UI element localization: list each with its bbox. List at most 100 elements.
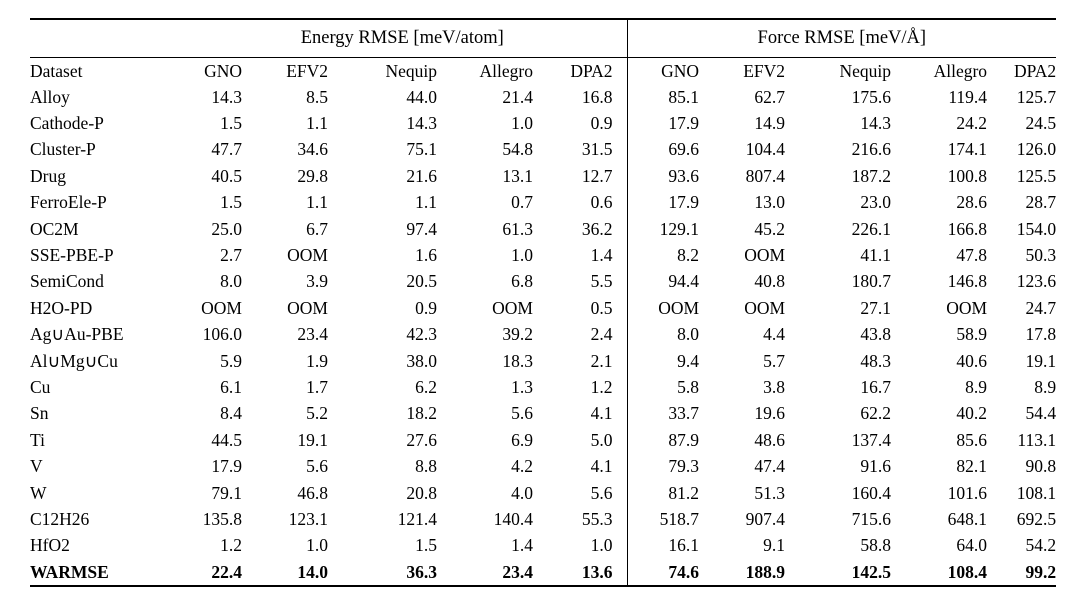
force-value-cell: 146.8 — [947, 271, 988, 292]
force-value-cell: 129.1 — [626, 215, 700, 243]
force-value-cell: 54.4 — [1025, 403, 1057, 424]
force-value-cell: 226.1 — [851, 218, 892, 239]
energy-value-cell: 44.0 — [406, 86, 437, 107]
force-value-cell: 24.5 — [1025, 113, 1057, 134]
energy-value-cell: 18.2 — [406, 403, 437, 424]
energy-value-cell: 27.6 — [406, 429, 437, 450]
force-value-cell: 81.2 — [626, 479, 700, 507]
energy-value-cell: 1.1 — [415, 192, 437, 213]
dataset-name-cell: W — [30, 482, 47, 503]
energy-value-cell: 8.8 — [415, 456, 437, 477]
energy-value-cell: 0.5 — [590, 297, 613, 318]
dataset-name-cell: Al∪Mg∪Cu — [30, 350, 118, 371]
force-value-cell: 5.7 — [763, 350, 786, 371]
energy-value-cell: 2.4 — [590, 324, 613, 345]
dataset-name-cell: Ti — [30, 429, 45, 450]
energy-value-cell: 1.2 — [220, 535, 242, 556]
energy-value-cell: 13.6 — [581, 561, 613, 582]
force-value-cell: 715.6 — [851, 508, 892, 529]
energy-value-cell: 3.9 — [306, 271, 328, 292]
force-value-cell: 17.9 — [626, 110, 700, 137]
energy-value-cell: 5.6 — [590, 482, 613, 503]
energy-value-cell: 22.4 — [211, 561, 242, 582]
force-value-cell: 174.1 — [947, 139, 988, 160]
energy-value-cell: 8.4 — [220, 403, 242, 424]
energy-value-cell: 1.7 — [306, 376, 328, 397]
table-row: Al∪Mg∪Cu 5.9 1.9 38.0 18.3 2.1 9.4 5.7 48.3 40.6 1… — [30, 347, 1056, 375]
force-value-cell: 28.7 — [1025, 192, 1057, 213]
energy-value-cell: 21.4 — [502, 86, 533, 107]
energy-value-cell: OOM — [287, 297, 328, 318]
dataset-name-cell: OC2M — [30, 218, 79, 239]
force-value-cell: 8.9 — [965, 376, 988, 397]
energy-value-cell: 40.5 — [211, 165, 242, 186]
dataset-name-cell: Ag∪Au-PBE — [30, 324, 124, 345]
energy-value-cell: 14.3 — [211, 86, 242, 107]
energy-value-cell: 5.5 — [590, 271, 613, 292]
energy-value-cell: 1.5 — [220, 192, 242, 213]
energy-value-cell: 13.1 — [502, 165, 533, 186]
force-value-cell: 43.8 — [860, 324, 892, 345]
energy-value-cell: 1.5 — [415, 535, 437, 556]
table-row: C12H26 135.8 123.1 121.4 140.4 55.3 518.7 907.4… — [30, 506, 1056, 533]
dataset-name-cell: Cluster-P — [30, 139, 96, 160]
energy-value-cell: 123.1 — [288, 508, 328, 529]
force-value-cell: 175.6 — [851, 86, 892, 107]
dataset-name-cell: Cathode-P — [30, 113, 104, 134]
energy-value-cell: 1.4 — [511, 535, 533, 556]
force-value-cell: 45.2 — [754, 218, 786, 239]
energy-value-cell: 16.8 — [581, 86, 613, 107]
force-model-header-nequip: Nequip — [839, 60, 892, 81]
force-value-cell: 123.6 — [1016, 271, 1057, 292]
force-value-cell: 50.3 — [1025, 245, 1057, 266]
table-row: WARMSE 22.4 14.0 36.3 23.4 13.6 74.6 188.9 142.5… — [30, 559, 1056, 587]
energy-value-cell: 47.7 — [211, 139, 242, 160]
force-value-cell: 9.4 — [626, 347, 700, 375]
energy-value-cell: OOM — [492, 297, 533, 318]
energy-value-cell: 46.8 — [297, 482, 328, 503]
force-value-cell: 14.9 — [754, 113, 786, 134]
dataset-name-cell: H2O-PD — [30, 297, 93, 318]
energy-model-header-efv2: EFV2 — [286, 60, 328, 81]
rmse-comparison-table: Energy RMSE [meV/atom] Force RMSE [meV/Å… — [30, 18, 1057, 588]
table-row: Cluster-P 47.7 34.6 75.1 54.8 31.5 69.6 104.4 21… — [30, 136, 1056, 164]
force-value-cell: 94.4 — [626, 268, 700, 296]
force-value-cell: 154.0 — [1016, 218, 1057, 239]
energy-value-cell: OOM — [201, 297, 242, 318]
energy-value-cell: 135.8 — [202, 508, 242, 529]
energy-value-cell: 38.0 — [406, 350, 437, 371]
energy-value-cell: 1.1 — [306, 113, 328, 134]
energy-value-cell: OOM — [287, 245, 328, 266]
table-body: Alloy 14.3 8.5 44.0 21.4 16.8 85.1 62.7 175.6 119… — [30, 84, 1057, 587]
energy-value-cell: 8.5 — [306, 86, 328, 107]
force-value-cell: 648.1 — [947, 508, 988, 529]
energy-value-cell: 5.2 — [306, 403, 328, 424]
dataset-name-cell: FerroEle-P — [30, 192, 107, 213]
energy-model-header-dpa2: DPA2 — [570, 60, 613, 81]
energy-rmse-group-header: Energy RMSE [meV/atom] — [178, 19, 628, 58]
energy-value-cell: 140.4 — [493, 508, 533, 529]
energy-value-cell: 39.2 — [502, 324, 533, 345]
table-row: W 79.1 46.8 20.8 4.0 5.6 81.2 51.3 160.4 101.6 108… — [30, 479, 1057, 507]
force-value-cell: 113.1 — [1017, 429, 1057, 450]
force-value-cell: 40.6 — [956, 350, 988, 371]
table-row: Ag∪Au-PBE 106.0 23.4 42.3 39.2 2.4 8.0 4.4 43.8 5… — [30, 321, 1056, 348]
force-value-cell: 4.4 — [763, 324, 786, 345]
energy-value-cell: 19.1 — [297, 429, 328, 450]
force-model-header-dpa2: DPA2 — [1013, 60, 1057, 81]
force-value-cell: 101.6 — [947, 482, 988, 503]
force-value-cell: 41.1 — [860, 245, 892, 266]
force-value-cell: 58.9 — [956, 324, 988, 345]
energy-value-cell: 1.2 — [590, 376, 613, 397]
force-value-cell: 108.1 — [1016, 482, 1057, 503]
force-value-cell: 100.8 — [947, 165, 988, 186]
energy-value-cell: 0.9 — [415, 297, 437, 318]
force-value-cell: 16.7 — [860, 376, 892, 397]
dataset-name-cell: SemiCond — [30, 271, 104, 292]
force-value-cell: 125.5 — [1016, 165, 1057, 186]
energy-value-cell: 23.4 — [502, 561, 533, 582]
energy-value-cell: 75.1 — [406, 139, 437, 160]
energy-value-cell: 6.1 — [220, 376, 242, 397]
energy-value-cell: 6.7 — [306, 218, 328, 239]
force-value-cell: 142.5 — [851, 561, 892, 582]
